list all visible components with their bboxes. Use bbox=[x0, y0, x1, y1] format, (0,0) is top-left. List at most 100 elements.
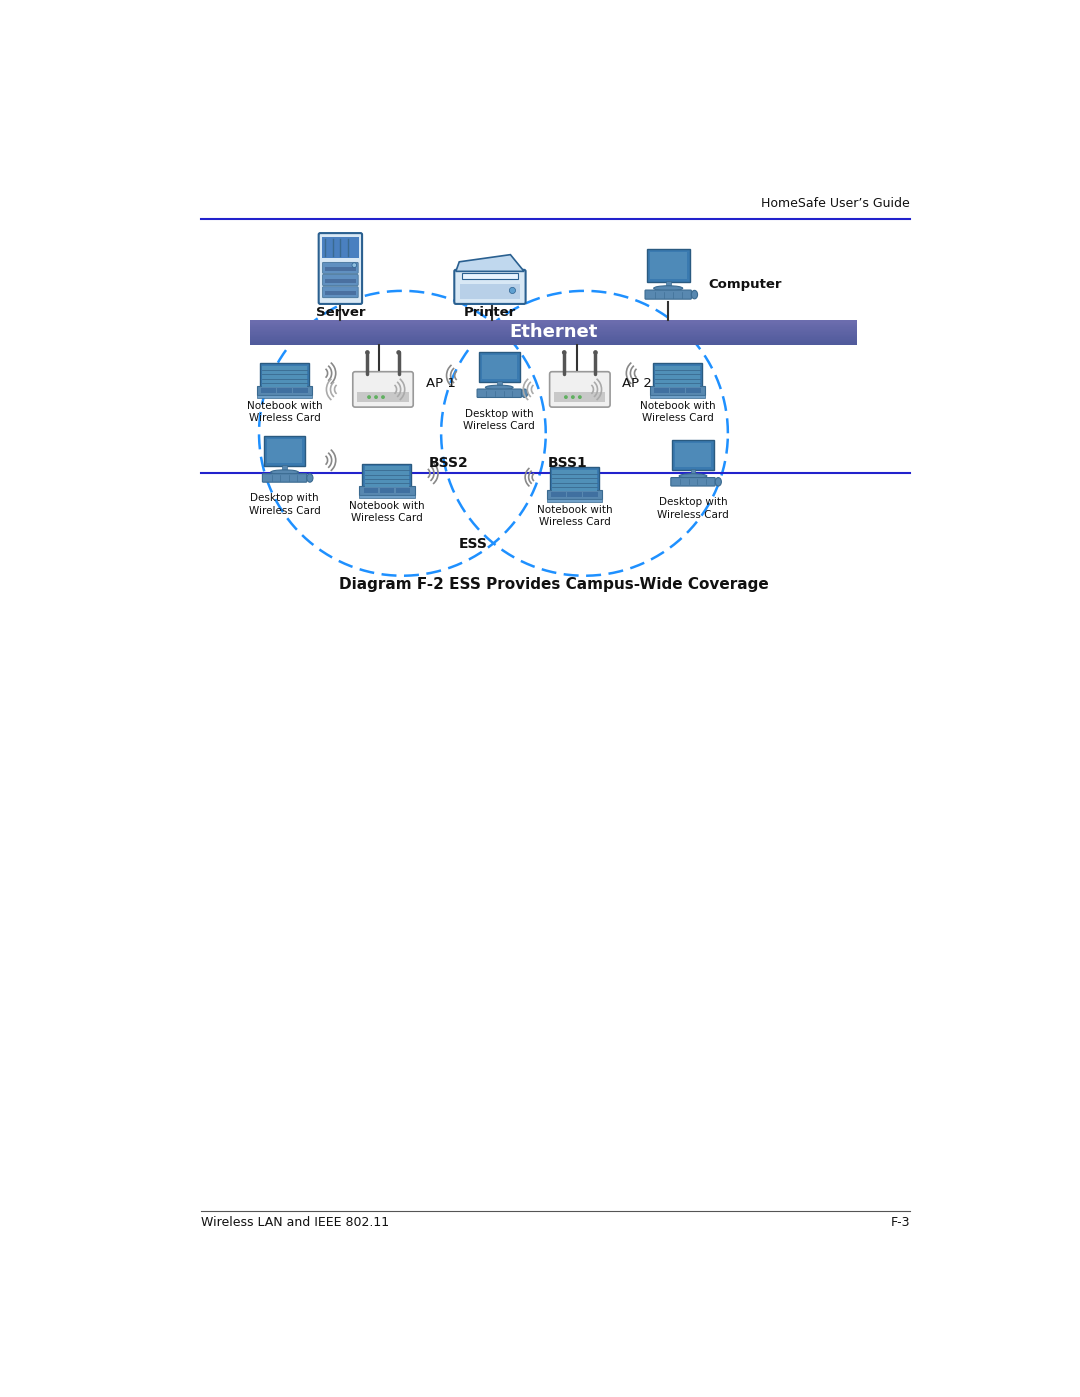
Bar bbox=[567, 492, 582, 497]
Bar bbox=[249, 334, 858, 337]
Bar bbox=[546, 490, 603, 499]
Circle shape bbox=[578, 395, 582, 400]
Bar bbox=[552, 469, 596, 492]
Bar bbox=[249, 342, 858, 344]
Bar bbox=[554, 391, 606, 402]
Bar bbox=[691, 469, 696, 475]
FancyBboxPatch shape bbox=[455, 270, 526, 305]
Text: Notebook with
Wireless Card: Notebook with Wireless Card bbox=[349, 502, 424, 524]
Bar bbox=[359, 495, 415, 499]
FancyBboxPatch shape bbox=[477, 388, 522, 398]
FancyBboxPatch shape bbox=[323, 275, 359, 285]
Bar bbox=[249, 332, 858, 334]
FancyBboxPatch shape bbox=[323, 263, 359, 274]
Bar bbox=[249, 344, 858, 345]
Bar bbox=[257, 395, 312, 398]
Bar bbox=[264, 436, 306, 467]
Circle shape bbox=[352, 263, 356, 267]
Circle shape bbox=[365, 351, 369, 355]
Ellipse shape bbox=[715, 478, 721, 486]
Text: BSS2: BSS2 bbox=[429, 457, 469, 471]
Bar bbox=[653, 363, 702, 390]
Circle shape bbox=[367, 395, 372, 400]
Bar bbox=[249, 321, 858, 323]
Circle shape bbox=[381, 395, 384, 400]
Text: Desktop with
Wireless Card: Desktop with Wireless Card bbox=[657, 497, 729, 520]
Bar bbox=[462, 272, 517, 278]
Bar bbox=[649, 387, 705, 395]
Bar bbox=[322, 236, 359, 258]
Bar bbox=[362, 464, 411, 490]
Text: Notebook with
Wireless Card: Notebook with Wireless Card bbox=[246, 401, 323, 423]
Bar bbox=[325, 279, 356, 284]
Circle shape bbox=[571, 395, 575, 400]
Bar bbox=[249, 341, 858, 342]
Bar bbox=[249, 334, 858, 335]
Bar bbox=[546, 499, 603, 502]
Text: Computer: Computer bbox=[708, 278, 782, 291]
Ellipse shape bbox=[522, 388, 528, 398]
FancyBboxPatch shape bbox=[550, 372, 610, 407]
Text: Ethernet: Ethernet bbox=[510, 324, 597, 341]
Bar bbox=[380, 488, 394, 493]
Circle shape bbox=[510, 288, 515, 293]
Text: Desktop with
Wireless Card: Desktop with Wireless Card bbox=[463, 409, 535, 432]
Bar bbox=[654, 388, 669, 393]
Bar bbox=[325, 292, 356, 295]
Bar bbox=[249, 328, 858, 330]
Circle shape bbox=[396, 351, 401, 355]
Ellipse shape bbox=[307, 474, 313, 482]
Bar bbox=[262, 366, 307, 387]
FancyBboxPatch shape bbox=[323, 286, 359, 298]
Bar bbox=[583, 492, 597, 497]
Ellipse shape bbox=[691, 291, 698, 299]
Bar bbox=[551, 492, 566, 497]
Bar bbox=[249, 320, 858, 321]
Bar bbox=[364, 488, 378, 493]
Bar bbox=[249, 324, 858, 327]
Text: ESS: ESS bbox=[459, 538, 488, 552]
Bar bbox=[359, 486, 415, 495]
Text: Diagram F-2 ESS Provides Campus-Wide Coverage: Diagram F-2 ESS Provides Campus-Wide Cov… bbox=[339, 577, 768, 592]
Bar bbox=[686, 388, 701, 393]
Ellipse shape bbox=[653, 286, 683, 291]
Bar bbox=[460, 284, 521, 299]
FancyBboxPatch shape bbox=[262, 474, 307, 482]
Bar bbox=[249, 327, 858, 328]
Bar bbox=[249, 337, 858, 338]
Bar bbox=[550, 468, 599, 493]
Bar bbox=[365, 465, 409, 488]
Bar bbox=[649, 395, 705, 398]
Bar bbox=[497, 380, 501, 387]
FancyBboxPatch shape bbox=[319, 233, 362, 305]
Ellipse shape bbox=[679, 474, 706, 478]
Text: Server: Server bbox=[315, 306, 365, 320]
Bar bbox=[395, 488, 410, 493]
Circle shape bbox=[564, 395, 568, 400]
Polygon shape bbox=[456, 254, 524, 271]
FancyBboxPatch shape bbox=[353, 372, 414, 407]
Ellipse shape bbox=[271, 469, 298, 475]
Bar bbox=[478, 352, 519, 381]
Text: Printer: Printer bbox=[463, 306, 516, 320]
Circle shape bbox=[593, 351, 598, 355]
Bar bbox=[249, 324, 858, 326]
Bar bbox=[249, 338, 858, 339]
Text: F-3: F-3 bbox=[891, 1217, 910, 1229]
Bar bbox=[249, 339, 858, 341]
Bar bbox=[325, 267, 356, 271]
Bar bbox=[267, 440, 302, 464]
Bar bbox=[249, 323, 858, 324]
Bar bbox=[249, 330, 858, 331]
Bar bbox=[294, 388, 308, 393]
Bar bbox=[261, 388, 275, 393]
FancyBboxPatch shape bbox=[645, 291, 691, 299]
Bar bbox=[249, 331, 858, 332]
Bar bbox=[656, 366, 700, 387]
Text: AP 1: AP 1 bbox=[426, 377, 456, 390]
Circle shape bbox=[374, 395, 378, 400]
Bar bbox=[675, 443, 711, 467]
Text: Notebook with
Wireless Card: Notebook with Wireless Card bbox=[537, 504, 612, 527]
Text: AP 2: AP 2 bbox=[622, 377, 652, 390]
Bar bbox=[278, 388, 292, 393]
